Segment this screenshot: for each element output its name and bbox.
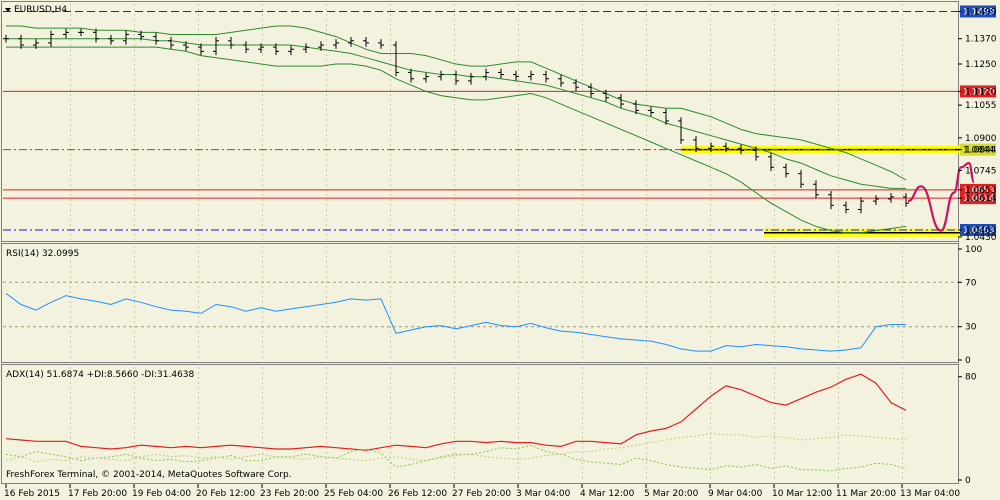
- price-tag: [960, 85, 996, 98]
- y-tick-label: 1.0900: [965, 134, 997, 144]
- x-tick-label: 20 Feb 12:00: [196, 489, 255, 499]
- x-tick-label: 11 Mar 20:00: [836, 489, 896, 499]
- y-tick-label: 100: [965, 245, 982, 255]
- forecast-path: [907, 162, 976, 232]
- rsi-series: [5, 292, 906, 352]
- price-tag: [960, 192, 996, 205]
- x-tick-label: 4 Mar 12:00: [580, 489, 635, 499]
- main-panel-frame: [1, 1, 959, 242]
- x-tick-label: 9 Mar 04:00: [708, 489, 763, 499]
- y-tick-label: 1.0430: [965, 233, 997, 243]
- y-tick-label: 1.1120: [965, 87, 997, 97]
- price-tag-label: 1.1499: [963, 7, 995, 17]
- adx-line: [5, 373, 907, 451]
- main-panel-title: EURUSD,H4: [5, 5, 67, 15]
- y-tick-label: 1.0844: [965, 146, 997, 156]
- x-tick-label: 25 Feb 04:00: [324, 489, 383, 499]
- x-tick-label: 3 Mar 04:00: [516, 489, 571, 499]
- x-tick-label: 5 Mar 20:00: [644, 489, 699, 499]
- y-tick-label: 1.0653: [965, 186, 997, 196]
- y-tick-label: 1.1055: [965, 101, 997, 111]
- price-tag-label: 1.0463: [963, 226, 995, 236]
- y-tick-label: 1.0614: [965, 194, 997, 204]
- x-tick-label: 17 Feb 20:00: [68, 489, 127, 499]
- x-tick-label: 13 Mar 04:00: [900, 489, 960, 499]
- y-tick-label: 0: [965, 356, 971, 366]
- x-tick-label: 27 Feb 20:00: [452, 489, 511, 499]
- dropdown-arrow-icon: [5, 8, 11, 12]
- plus-di-line: [5, 444, 907, 472]
- bollinger-upper-line: [6, 25, 907, 181]
- y-tick-label: 1.1250: [965, 60, 997, 70]
- forecast-curve: [907, 162, 976, 232]
- price-tag-label: 1.0844: [963, 146, 995, 156]
- adx-panel-title: ADX(14) 51.6874 +DI:8.5660 -DI:31.4638: [6, 370, 195, 380]
- y-tick-label: 70: [965, 278, 977, 288]
- minus-di-line: [5, 432, 907, 463]
- x-axis-ticks: 16 Feb 2015 17 Feb 20:00 19 Feb 04:00 20 Fe…: [4, 484, 960, 499]
- rsi-line: [5, 292, 906, 352]
- bollinger-lower-line: [6, 46, 907, 234]
- x-tick-label: 19 Feb 04:00: [132, 489, 191, 499]
- horizontal-levels: [3, 10, 958, 231]
- x-tick-label: 10 Mar 12:00: [772, 489, 832, 499]
- y-tick-label: 1.1499: [965, 7, 997, 17]
- rsi-panel-frame: [1, 243, 959, 363]
- y-tick-label: 1.0463: [965, 226, 997, 236]
- y-tick-label: 80: [965, 373, 977, 383]
- y-axis-ticks: 1.1499 1.1370 1.1250 1.1120 1.1055 1.0900 1.08…: [958, 7, 997, 486]
- watermark: FreshForex Terminal, © 2001-2014, MetaQu…: [6, 470, 292, 480]
- y-tick-label: 1.1370: [965, 35, 997, 45]
- price-tag-label: 1.0653: [963, 186, 995, 196]
- rsi-panel-title: RSI(14) 32.0995: [6, 249, 79, 259]
- adx-series: [5, 373, 907, 472]
- price-tag: [960, 5, 996, 18]
- y-tick-label: 30: [965, 323, 977, 333]
- price-tag-label: 1.1120: [963, 87, 995, 97]
- price-tag: [960, 143, 996, 156]
- y-tick-label: 0: [965, 476, 971, 486]
- x-tick-label: 23 Feb 20:00: [260, 489, 319, 499]
- adx-panel-frame: [1, 364, 959, 484]
- price-bars: [3, 28, 909, 214]
- y-tick-label: 1.0745: [965, 167, 997, 177]
- symbol-label: EURUSD,H4: [14, 5, 67, 15]
- x-tick-label: 16 Feb 2015: [4, 489, 60, 499]
- grid-lines: [3, 4, 958, 482]
- x-tick-label: 26 Feb 12:00: [388, 489, 447, 499]
- price-tag-label: 1.0614: [963, 194, 995, 204]
- price-tag: [960, 223, 996, 236]
